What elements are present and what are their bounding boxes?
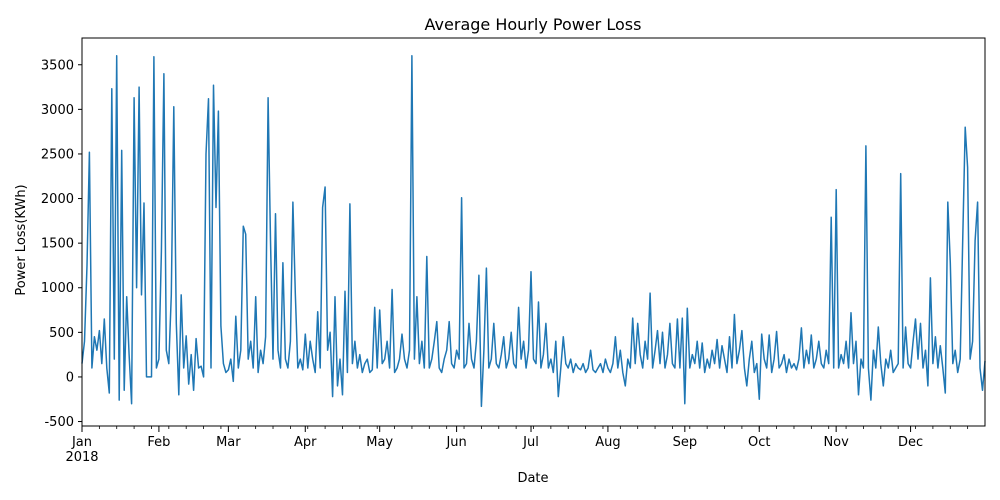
x-axis-title: Date [517,471,548,486]
x-tick-label: Mar [216,435,241,450]
x-tick-label: Nov [823,435,849,450]
x-tick-label: Jul [522,435,539,450]
x-tick-label: May [366,435,393,450]
chart-title: Average Hourly Power Loss [425,15,642,34]
x-tick-label: Aug [595,435,620,450]
y-tick-label: -500 [44,415,74,430]
power-loss-series-line [81,55,986,408]
y-tick-label: 500 [49,326,74,341]
x-tick-label: Feb [147,435,170,450]
plot-frame [81,37,986,427]
y-tick-label: 3000 [41,103,74,118]
y-axis-title: Power Loss(KWh) [14,184,29,295]
y-tick-label: 1500 [41,237,74,252]
x-tick-label: Jan [71,435,92,450]
x-tick-year-label: 2018 [65,450,98,465]
y-tick-label: 0 [66,370,74,385]
plot-area [81,37,986,427]
y-tick-label: 1000 [41,281,74,296]
y-tick-label: 2500 [41,147,74,162]
x-tick-label: Oct [748,435,770,450]
x-tick-label: Apr [294,435,317,450]
x-tick-label: Sep [673,435,698,450]
y-tick-label: 3500 [41,58,74,73]
y-tick-label: 2000 [41,192,74,207]
x-tick-label: Dec [898,435,923,450]
x-tick-label: Jun [445,435,466,450]
y-axis: -500 0 500 1000 1500 2000 2500 3000 3500 [41,58,82,430]
